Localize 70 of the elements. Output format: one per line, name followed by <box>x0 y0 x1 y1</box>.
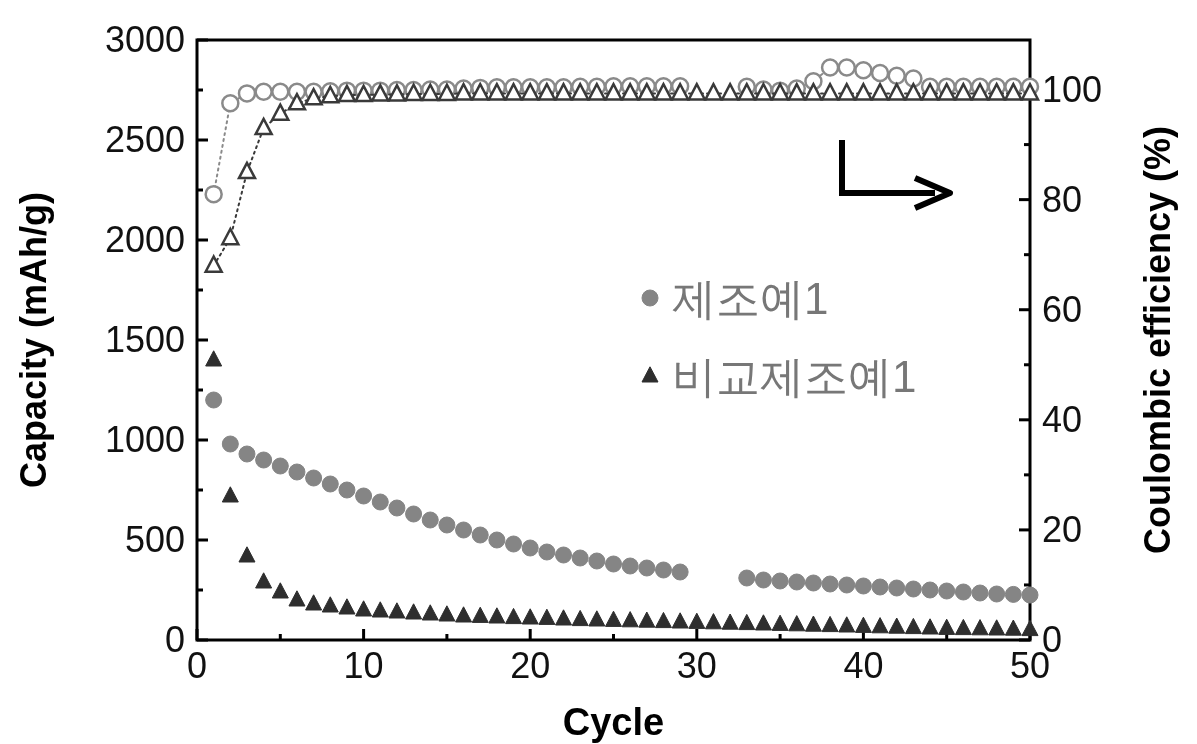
point <box>321 85 340 104</box>
y-tick-label: 2000 <box>104 219 185 260</box>
point <box>1004 82 1023 101</box>
point <box>954 82 973 101</box>
point <box>620 82 640 101</box>
point <box>204 184 223 204</box>
point <box>1020 82 1040 101</box>
x-axis-title: Cycle <box>562 701 665 743</box>
x-tick-label: 40 <box>843 645 884 686</box>
point <box>987 82 1006 101</box>
point <box>204 255 223 273</box>
point <box>904 69 923 88</box>
point <box>937 82 956 101</box>
point <box>271 82 290 101</box>
point <box>704 82 723 101</box>
point <box>837 58 856 77</box>
point <box>637 82 657 101</box>
x-tick-label: 20 <box>510 645 551 686</box>
point <box>254 117 273 136</box>
point <box>904 82 923 101</box>
point <box>570 82 590 101</box>
point <box>870 63 890 83</box>
point <box>587 82 607 101</box>
point <box>304 87 323 106</box>
y2-axis-title: Coulombic efficiency (%) <box>1137 125 1178 555</box>
point <box>287 92 307 111</box>
y2-tick-label: 20 <box>1042 508 1083 550</box>
legend-label: 제조예1 <box>672 274 829 323</box>
point <box>537 82 557 101</box>
point <box>837 82 856 101</box>
point <box>554 82 573 101</box>
y2-tick-label: 80 <box>1042 178 1083 220</box>
point <box>970 82 990 101</box>
point <box>221 227 240 246</box>
x-tick-label: 30 <box>676 645 717 686</box>
point <box>870 82 890 101</box>
point <box>820 58 840 77</box>
y-tick-label: 3000 <box>104 19 185 60</box>
point <box>254 82 273 101</box>
point <box>271 103 290 122</box>
y-tick-label: 1000 <box>104 419 185 460</box>
point <box>804 82 823 101</box>
point <box>604 82 623 101</box>
point <box>654 82 673 101</box>
point <box>737 82 757 101</box>
y2-tick-label: 100 <box>1042 68 1103 110</box>
point <box>237 84 257 103</box>
point <box>504 82 523 101</box>
y-tick-label: 0 <box>164 619 185 660</box>
point <box>920 82 940 101</box>
point <box>887 66 906 86</box>
x-tick-label: 10 <box>343 645 384 686</box>
y-tick-label: 500 <box>124 519 185 560</box>
point <box>670 82 690 101</box>
point <box>520 82 540 101</box>
y2-tick-label: 60 <box>1042 288 1083 330</box>
point <box>221 94 240 113</box>
point <box>854 82 873 101</box>
point <box>487 82 507 101</box>
point <box>820 82 840 101</box>
y2-tick-label: 40 <box>1042 398 1083 440</box>
point <box>887 82 906 101</box>
legend-label: 비교제조예1 <box>672 352 917 401</box>
point <box>687 82 707 101</box>
point <box>854 61 873 80</box>
y-tick-label: 2500 <box>104 119 185 160</box>
y-tick-label: 1500 <box>104 319 185 360</box>
y-axis-title: Capacity (mAh/g) <box>13 191 54 489</box>
point <box>720 82 740 101</box>
point <box>237 161 257 180</box>
